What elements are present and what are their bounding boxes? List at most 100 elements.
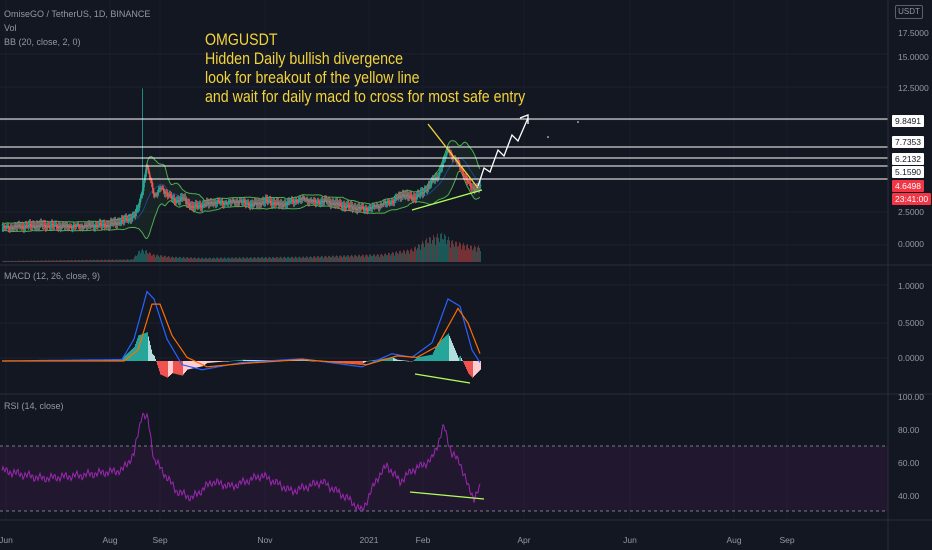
volume-bar xyxy=(40,260,41,262)
macd-histogram-bar xyxy=(476,361,477,374)
candle-body xyxy=(249,205,251,207)
volume-bar xyxy=(49,260,50,262)
macd-histogram-bar xyxy=(480,361,481,370)
macd-histogram-bar xyxy=(146,332,147,361)
macd-histogram-bar xyxy=(369,360,370,362)
candle-body xyxy=(269,200,271,202)
macd-histogram-bar xyxy=(315,360,316,362)
volume-bar xyxy=(54,260,55,262)
candle-body xyxy=(139,201,141,208)
candle-body xyxy=(203,204,205,206)
macd-histogram-bar xyxy=(224,361,225,362)
volume-bar xyxy=(21,261,22,262)
volume-bar xyxy=(17,261,18,262)
volume-bar xyxy=(179,256,180,262)
volume-bar xyxy=(413,251,414,262)
candle-body xyxy=(176,200,178,203)
macd-histogram-bar xyxy=(372,360,373,361)
macd-histogram-bar xyxy=(412,361,413,362)
symbol-title[interactable]: OmiseGO / TetherUS, 1D, BINANCE xyxy=(4,9,151,19)
volume-bar xyxy=(141,250,142,262)
macd-histogram-bar xyxy=(309,360,310,362)
macd-histogram-bar xyxy=(415,358,416,361)
candle-body xyxy=(347,205,349,206)
candle-body xyxy=(144,177,146,184)
candle-body xyxy=(108,225,110,227)
bb-indicator-label[interactable]: BB (20, close, 2, 0) xyxy=(4,37,81,47)
volume-bar xyxy=(272,257,273,262)
macd-histogram-bar xyxy=(299,360,300,361)
volume-bar xyxy=(51,260,52,262)
macd-histogram-bar xyxy=(218,361,219,363)
volume-bar xyxy=(284,256,285,262)
macd-histogram-bar xyxy=(436,345,437,361)
volume-bar xyxy=(127,259,128,262)
macd-histogram-bar xyxy=(209,361,210,363)
volume-bar xyxy=(204,258,205,262)
rsi-indicator-label[interactable]: RSI (14, close) xyxy=(4,401,64,411)
macd-indicator-label[interactable]: MACD (12, 26, close, 9) xyxy=(4,271,101,281)
macd-histogram-bar xyxy=(126,354,127,361)
volume-indicator-label[interactable]: Vol xyxy=(4,23,17,33)
candle-body xyxy=(212,203,214,205)
signal-line xyxy=(2,303,481,368)
volume-bar xyxy=(339,255,340,262)
candle-body xyxy=(284,203,286,205)
candle-body xyxy=(352,206,354,210)
candle-body xyxy=(123,220,125,222)
volume-bar xyxy=(330,257,331,262)
volume-bar xyxy=(327,257,328,262)
candle-body xyxy=(24,227,26,229)
volume-bar xyxy=(307,256,308,262)
volume-bar xyxy=(323,258,324,262)
macd-histogram-bar xyxy=(221,361,222,362)
volume-bar xyxy=(154,254,155,262)
candle-body xyxy=(156,194,158,196)
candle-body xyxy=(83,227,85,229)
candle-body xyxy=(469,182,471,184)
candle-body xyxy=(97,225,99,227)
candle-body xyxy=(59,226,61,227)
candle-body xyxy=(102,224,104,226)
macd-histogram-bar xyxy=(194,361,195,369)
volume-bar xyxy=(285,257,286,262)
candle-body xyxy=(422,191,424,194)
macd-histogram-bar xyxy=(467,361,468,372)
candle-body xyxy=(2,227,4,229)
candle-body xyxy=(15,225,17,227)
volume-bar xyxy=(39,260,40,262)
candle-body xyxy=(444,158,446,160)
candle-body xyxy=(340,203,342,206)
volume-bar xyxy=(258,257,259,262)
candle-body xyxy=(428,185,430,189)
candle-body xyxy=(251,203,253,205)
candle-body xyxy=(364,209,366,211)
volume-bar xyxy=(30,260,31,262)
volume-bar xyxy=(314,256,315,262)
currency-button[interactable]: USDT xyxy=(895,5,923,19)
volume-bar xyxy=(303,256,304,262)
macd-histogram-bar xyxy=(428,355,429,361)
candle-body xyxy=(115,221,117,225)
volume-bar xyxy=(471,245,472,262)
macd-histogram-bar xyxy=(113,359,114,361)
candle-body xyxy=(196,204,198,206)
macd-histogram-bar xyxy=(350,361,351,363)
macd-histogram-bar xyxy=(302,360,303,361)
volume-bar xyxy=(153,253,154,262)
volume-bar xyxy=(335,256,336,262)
candle-body xyxy=(290,201,292,203)
macd-histogram-bar xyxy=(254,360,255,361)
macd-histogram-bar xyxy=(458,357,459,361)
volume-bar xyxy=(396,251,397,262)
volume-bar xyxy=(217,257,218,262)
macd-histogram-bar xyxy=(387,358,388,361)
candle-body xyxy=(255,202,257,204)
volume-bar xyxy=(404,250,405,262)
candle-body xyxy=(17,225,19,228)
level-tag-2: 7.7353 xyxy=(892,136,924,148)
macd-histogram-bar xyxy=(433,352,434,361)
candle-body xyxy=(200,205,202,208)
candle-body xyxy=(121,219,123,223)
